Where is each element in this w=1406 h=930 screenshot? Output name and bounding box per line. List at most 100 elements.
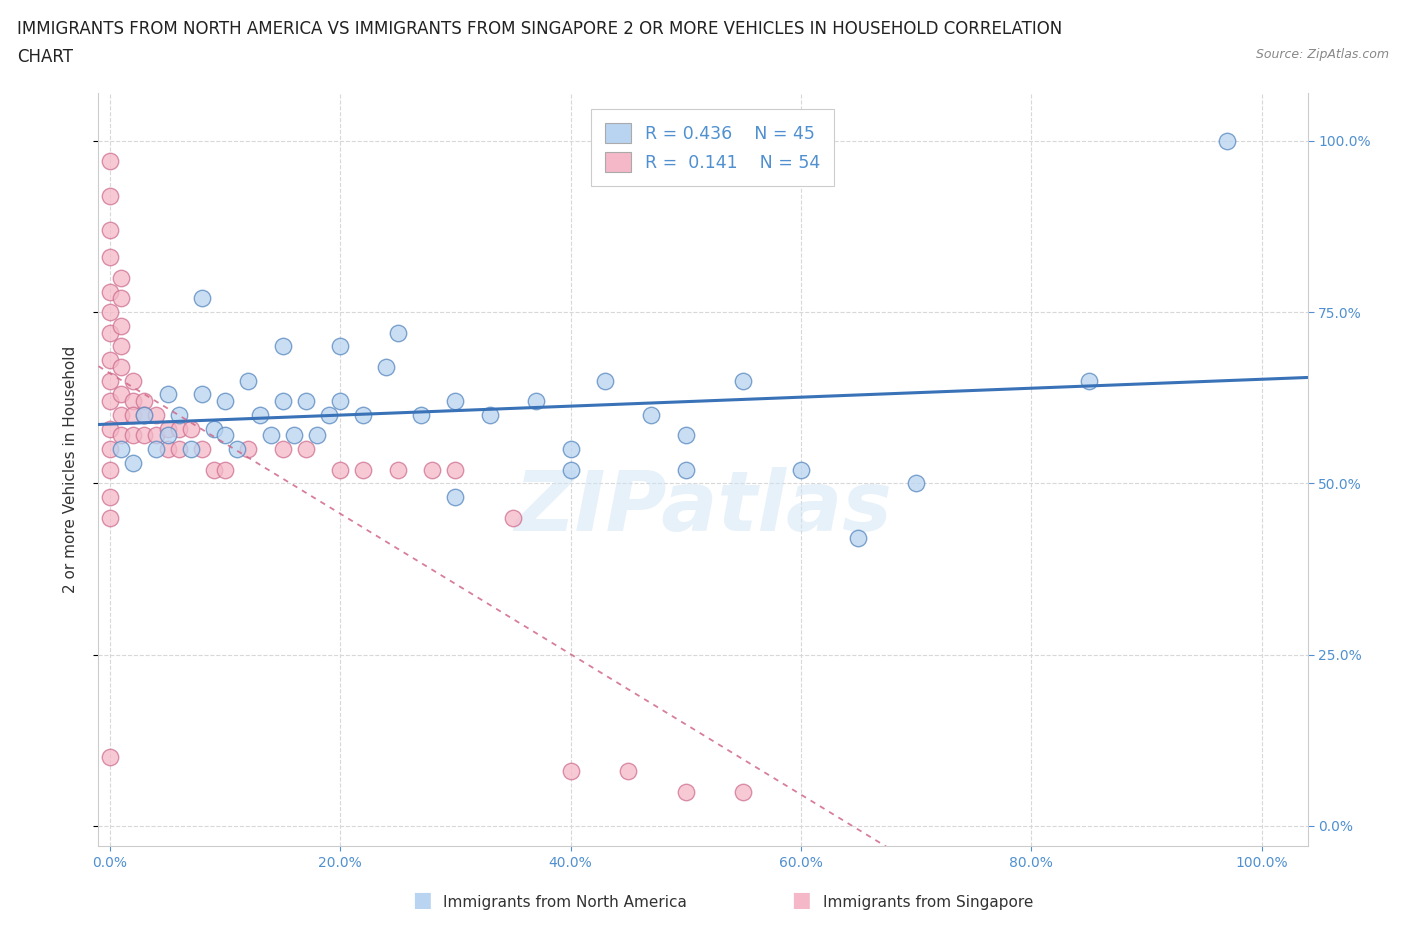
Point <box>848 531 870 546</box>
Point <box>675 428 697 443</box>
Point <box>122 428 145 443</box>
Point <box>122 456 145 471</box>
Point <box>560 462 582 477</box>
Point <box>134 407 156 422</box>
Point <box>134 393 156 408</box>
Point <box>98 393 121 408</box>
Point <box>202 462 225 477</box>
Point <box>98 489 121 504</box>
Point <box>122 393 145 408</box>
Point <box>134 407 156 422</box>
Point <box>167 442 190 457</box>
Point <box>352 462 374 477</box>
Point <box>733 784 755 799</box>
Point <box>260 428 283 443</box>
Point <box>387 462 409 477</box>
Point <box>156 442 179 457</box>
Point <box>98 250 121 265</box>
Point <box>98 421 121 436</box>
Point <box>156 428 179 443</box>
Point <box>478 407 501 422</box>
Point <box>98 188 121 203</box>
Point <box>733 373 755 388</box>
Point <box>294 393 316 408</box>
Point <box>167 407 190 422</box>
Point <box>640 407 662 422</box>
Point <box>249 407 271 422</box>
Point <box>444 393 467 408</box>
Point <box>110 271 132 286</box>
Point <box>98 326 121 340</box>
Point <box>110 428 132 443</box>
Point <box>110 407 132 422</box>
Point <box>98 285 121 299</box>
Point <box>202 421 225 436</box>
Point <box>214 393 236 408</box>
Point <box>905 476 928 491</box>
Point <box>214 462 236 477</box>
Point <box>236 373 259 388</box>
Point <box>271 393 294 408</box>
Point <box>98 462 121 477</box>
Text: Immigrants from Singapore: Immigrants from Singapore <box>823 895 1033 910</box>
Point <box>329 462 352 477</box>
Point <box>110 339 132 353</box>
Text: ZIPatlas: ZIPatlas <box>515 467 891 548</box>
Point <box>122 373 145 388</box>
Point <box>675 784 697 799</box>
Point <box>387 326 409 340</box>
Point <box>98 373 121 388</box>
Point <box>329 393 352 408</box>
Point <box>98 511 121 525</box>
Point <box>110 360 132 375</box>
Point <box>422 462 444 477</box>
Text: IMMIGRANTS FROM NORTH AMERICA VS IMMIGRANTS FROM SINGAPORE 2 OR MORE VEHICLES IN: IMMIGRANTS FROM NORTH AMERICA VS IMMIGRA… <box>17 20 1062 38</box>
Point <box>98 750 121 764</box>
Point <box>156 387 179 402</box>
Point <box>98 222 121 237</box>
Point <box>191 291 214 306</box>
Point <box>524 393 547 408</box>
Point <box>145 407 167 422</box>
Point <box>283 428 305 443</box>
Point <box>225 442 247 457</box>
Point <box>502 511 524 525</box>
Point <box>271 442 294 457</box>
Point <box>214 428 236 443</box>
Point <box>191 442 214 457</box>
Point <box>375 360 398 375</box>
Point <box>675 462 697 477</box>
Point <box>180 442 202 457</box>
Point <box>134 428 156 443</box>
Point <box>191 387 214 402</box>
Point <box>98 352 121 367</box>
Point <box>98 442 121 457</box>
Point <box>444 489 467 504</box>
Text: ■: ■ <box>792 889 811 910</box>
Point <box>329 339 352 353</box>
Point <box>318 407 340 422</box>
Point <box>560 442 582 457</box>
Point <box>560 764 582 778</box>
Point <box>1216 134 1239 149</box>
Point <box>617 764 640 778</box>
Point <box>271 339 294 353</box>
Text: CHART: CHART <box>17 48 73 66</box>
Point <box>790 462 813 477</box>
Text: Source: ZipAtlas.com: Source: ZipAtlas.com <box>1256 48 1389 61</box>
Text: ■: ■ <box>412 889 432 910</box>
Point <box>409 407 432 422</box>
Point <box>167 421 190 436</box>
Text: Immigrants from North America: Immigrants from North America <box>443 895 686 910</box>
Point <box>180 421 202 436</box>
Point <box>593 373 616 388</box>
Point <box>98 154 121 169</box>
Point <box>110 318 132 333</box>
Point <box>294 442 316 457</box>
Point <box>110 291 132 306</box>
Point <box>122 407 145 422</box>
Point <box>236 442 259 457</box>
Y-axis label: 2 or more Vehicles in Household: 2 or more Vehicles in Household <box>63 346 77 593</box>
Point <box>352 407 374 422</box>
Point <box>145 442 167 457</box>
